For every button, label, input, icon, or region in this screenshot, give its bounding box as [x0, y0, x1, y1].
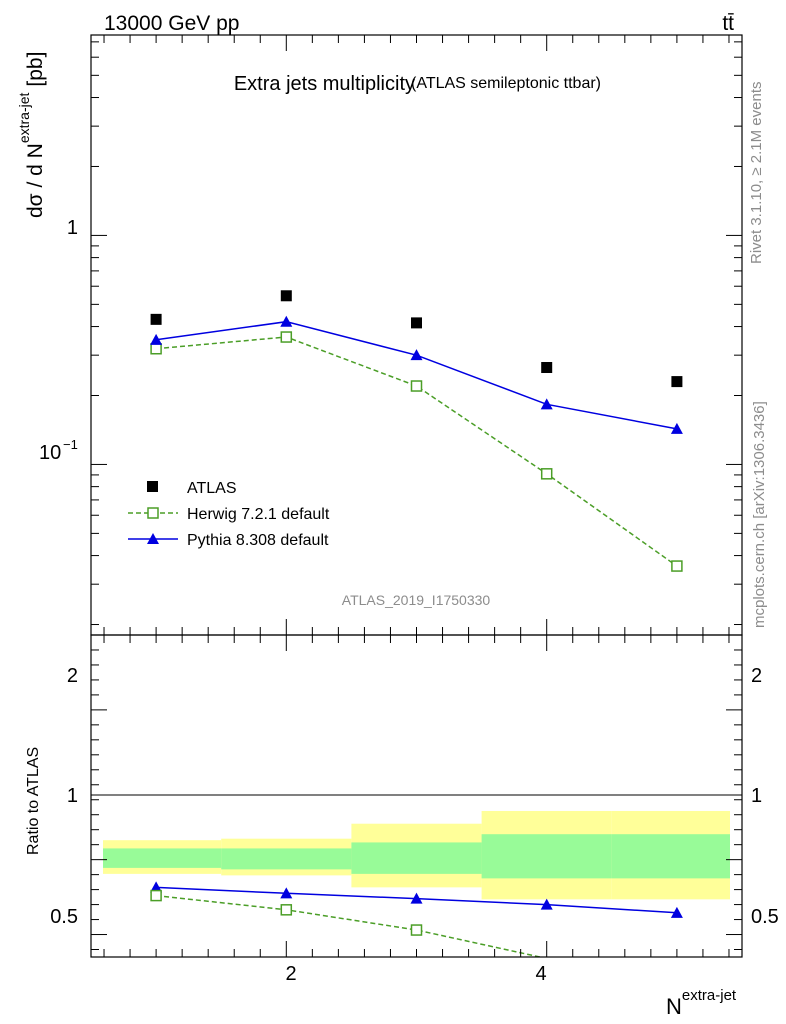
ratio-herwig-point-1 [150, 889, 162, 902]
atlas-point-5 [671, 376, 683, 388]
stat-band-bin-4 [481, 834, 612, 879]
legend-label-pythia: Pythia 8.308 default [187, 532, 329, 549]
ratio-y-tick-label-1-right: 1 [751, 785, 762, 807]
y-tick-label-1: 1 [67, 217, 78, 239]
ratio-plot-panel: 2 1 0.5 2 1 0.5 2 4 Ratio to ATLAS Nextr… [25, 634, 779, 1019]
x-tick-label-2: 2 [285, 963, 296, 985]
legend-label-atlas: ATLAS [187, 480, 237, 497]
legend-marker-atlas [147, 481, 158, 492]
mcplots-label: mcplots.cern.ch [arXiv:1306.3436] [751, 401, 768, 628]
herwig-point-3 [410, 380, 423, 392]
ratio-y-tick-label-1: 1 [67, 785, 78, 807]
y-tick-label-10: 10 [39, 442, 61, 464]
herwig-line [156, 336, 678, 567]
y-axis-unit: [pb] [24, 52, 47, 87]
atlas-point-1 [150, 313, 162, 325]
ratio-series-layer [150, 881, 683, 957]
herwig-point-1 [150, 342, 162, 355]
legend: ATLAS Herwig 7.2.1 default Pythia 8.308 … [128, 480, 330, 549]
legend-marker-herwig [147, 507, 159, 519]
svg-text:dσ / d Nextra-jet[pb]: dσ / d Nextra-jet [pb] [16, 52, 47, 218]
process-label: tt̄ [722, 12, 734, 35]
main-axis-ticks [91, 35, 742, 635]
analysis-id-watermark: ATLAS_2019_I1750330 [342, 592, 491, 608]
ratio-y-tick-label-0.5: 0.5 [50, 906, 78, 928]
pythia-line [155, 320, 678, 430]
stat-band-bin-2 [221, 848, 352, 870]
legend-marker-pythia [147, 533, 159, 544]
y-tick-label-exponent: −1 [63, 437, 78, 452]
atlas-point-4 [541, 362, 553, 374]
pythia-point-2 [280, 315, 293, 327]
ratio-pythia-point-2 [280, 887, 293, 899]
herwig-point-4 [540, 468, 553, 480]
ratio-pythia-point-4 [540, 898, 553, 910]
y-axis-label: dσ / d N [24, 143, 47, 218]
x-axis-title: Nextra-jet [666, 987, 737, 1019]
stat-band-bin-1 [103, 848, 222, 868]
ratio-herwig-point-2 [280, 904, 293, 916]
ratio-axis-ticks [91, 635, 742, 957]
y-axis-label-superscript: extra-jet [16, 92, 32, 143]
herwig-point-2 [280, 331, 293, 343]
energy-label: 13000 GeV pp [104, 12, 239, 35]
ratio-y-axis-title: Ratio to ATLAS [25, 747, 42, 855]
atlas-point-3 [411, 317, 422, 329]
stat-band-bin-3 [351, 842, 482, 874]
ratio-pythia-point-3 [410, 892, 423, 904]
ratio-herwig-point-3 [410, 924, 423, 936]
ratio-y-tick-label-2: 2 [67, 665, 78, 687]
pythia-point-3 [410, 349, 423, 361]
atlas-point-2 [280, 290, 292, 302]
plot-title: Extra jets multiplicity [234, 73, 415, 95]
ratio-herwig-line [156, 894, 544, 957]
pythia-point-5 [670, 422, 683, 434]
ratio-pythia-point-1 [150, 881, 163, 893]
main-series-layer [150, 290, 683, 572]
ratio-pythia-point-5 [670, 906, 683, 918]
plot-subtitle: (ATLAS semileptonic ttbar) [411, 75, 601, 92]
ratio-series-clipped [150, 881, 683, 957]
main-plot-panel: Extra jets multiplicity (ATLAS semilepto… [16, 34, 743, 636]
main-y-axis-title: dσ / d Nextra-jet [pb] [16, 52, 47, 218]
pythia-point-1 [150, 333, 163, 345]
herwig-point-5 [671, 560, 683, 572]
ratio-y-tick-label-0.5-right: 0.5 [751, 906, 779, 928]
ratio-plot-frame [90, 634, 743, 958]
x-axis-label-superscript: extra-jet [682, 987, 737, 1004]
x-tick-label-4: 4 [535, 963, 546, 985]
rivet-label: Rivet 3.1.10, ≥ 2.1M events [748, 82, 765, 265]
legend-label-herwig: Herwig 7.2.1 default [187, 506, 330, 523]
ratio-y-tick-label-2-right: 2 [751, 665, 762, 687]
pythia-point-4 [540, 398, 553, 410]
x-axis-label: N [666, 994, 682, 1019]
ratio-uncertainty-bands [103, 810, 730, 900]
stat-band-bin-5 [611, 834, 730, 879]
